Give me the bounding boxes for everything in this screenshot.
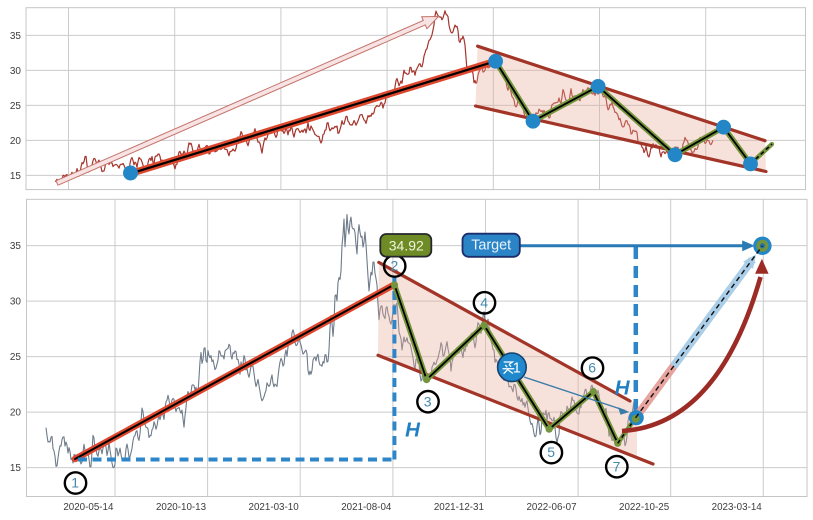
svg-text:1: 1 [71, 475, 79, 491]
svg-text:3: 3 [424, 393, 432, 409]
svg-text:2021-03-10: 2021-03-10 [249, 502, 300, 513]
svg-text:1: 1 [513, 361, 521, 377]
svg-text:6: 6 [588, 360, 596, 376]
svg-text:2020-05-14: 2020-05-14 [63, 502, 114, 513]
svg-text:2021-08-04: 2021-08-04 [341, 502, 392, 513]
svg-text:H: H [615, 377, 631, 400]
svg-text:2020-10-13: 2020-10-13 [156, 502, 207, 513]
svg-text:30: 30 [10, 66, 22, 77]
svg-text:2021-12-31: 2021-12-31 [434, 502, 484, 513]
svg-text:2022-06-07: 2022-06-07 [526, 502, 576, 513]
svg-text:30: 30 [10, 297, 22, 308]
svg-text:H: H [405, 418, 421, 441]
svg-text:34.92: 34.92 [389, 238, 424, 254]
svg-text:20: 20 [10, 408, 22, 419]
svg-text:20: 20 [10, 136, 22, 147]
svg-text:35: 35 [10, 241, 22, 252]
svg-text:15: 15 [10, 171, 22, 182]
svg-text:Target: Target [471, 237, 511, 253]
svg-text:35: 35 [10, 31, 22, 42]
svg-text:5: 5 [547, 444, 555, 460]
svg-text:2022-10-25: 2022-10-25 [619, 502, 670, 513]
svg-text:2023-03-14: 2023-03-14 [712, 502, 763, 513]
svg-text:4: 4 [480, 294, 488, 310]
svg-text:25: 25 [10, 101, 22, 112]
svg-text:15: 15 [10, 463, 22, 474]
svg-text:7: 7 [613, 458, 621, 474]
svg-text:25: 25 [10, 352, 22, 363]
svg-text:2: 2 [391, 258, 399, 274]
